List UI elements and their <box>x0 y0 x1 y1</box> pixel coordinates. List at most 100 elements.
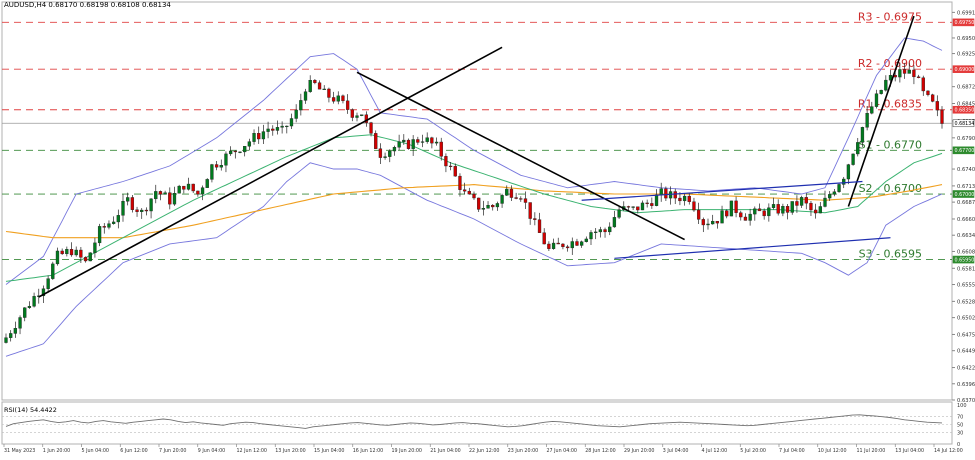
bullish-candle <box>65 249 69 255</box>
bullish-candle <box>570 241 574 249</box>
bullish-candle <box>495 203 500 208</box>
bearish-candle <box>467 190 471 195</box>
bearish-candle <box>102 226 106 228</box>
y-axis-tick-label: 0.6925 <box>957 52 975 58</box>
rsi-axis-tick-label: 100 <box>957 403 967 409</box>
bullish-candle <box>402 139 406 143</box>
bullish-candle <box>107 223 111 228</box>
bullish-candle <box>608 226 612 233</box>
x-axis-tick-label: 31 May 2023 <box>4 448 35 454</box>
bullish-candle <box>322 88 326 90</box>
bearish-candle <box>743 216 748 221</box>
trendline <box>38 46 503 298</box>
bullish-candle <box>280 125 284 128</box>
bearish-candle <box>575 241 579 246</box>
bearish-candle <box>317 82 322 90</box>
bullish-candle <box>4 337 8 343</box>
bollinger-upper-band <box>5 37 943 285</box>
level-label: R3 - 0.6975 <box>858 10 922 23</box>
bearish-candle <box>533 218 537 220</box>
bearish-candle <box>561 243 565 248</box>
bearish-candle <box>196 190 200 195</box>
bearish-candle <box>785 206 790 213</box>
price-panel-frame <box>1 1 953 401</box>
x-axis-tick-label: 13 Jul 04:00 <box>895 448 924 454</box>
bullish-candle <box>781 206 785 214</box>
bearish-candle <box>60 250 64 255</box>
x-axis-tick-label: 21 Jun 04:00 <box>430 448 460 454</box>
price-badge-box <box>952 119 975 128</box>
price-badge: 0.67000 <box>952 190 974 198</box>
bearish-candle <box>565 246 570 249</box>
level-label: S2 - 0.6700 <box>859 182 922 195</box>
y-axis-tick-label: 0.6660 <box>957 217 975 223</box>
bearish-candle <box>556 242 560 245</box>
bearish-candle <box>430 137 434 144</box>
bearish-candle <box>472 193 476 199</box>
bearish-candle <box>444 156 448 167</box>
bullish-candle <box>640 202 645 211</box>
x-axis-tick-label: 7 Jul 04:00 <box>779 448 805 454</box>
bullish-candle <box>388 150 392 157</box>
bullish-candle <box>46 278 50 289</box>
bearish-candle <box>804 197 808 204</box>
bullish-candle <box>140 209 144 212</box>
level-label: S3 - 0.6595 <box>859 248 922 261</box>
bearish-candle <box>762 210 766 217</box>
price-badge: 0.67700 <box>952 146 975 155</box>
bearish-candle <box>650 203 654 206</box>
bullish-candle <box>247 141 252 147</box>
bullish-candle <box>851 153 855 165</box>
bullish-candle <box>177 185 181 194</box>
bullish-candle <box>856 142 860 155</box>
y-axis-tick-label: 0.6845 <box>957 102 975 108</box>
bullish-candle <box>261 131 266 140</box>
bullish-candle <box>289 118 294 127</box>
bearish-candle <box>350 109 354 118</box>
bullish-candle <box>870 106 874 114</box>
bearish-candle <box>462 189 467 192</box>
bearish-candle <box>257 133 261 140</box>
bullish-candle <box>266 128 270 132</box>
bullish-candle <box>846 164 851 180</box>
bullish-candle <box>682 195 687 202</box>
bearish-candle <box>135 209 139 212</box>
bearish-candle <box>158 191 163 195</box>
bearish-candle <box>528 202 532 219</box>
y-axis-tick-label: 0.6502 <box>957 316 975 322</box>
bullish-candle <box>706 223 710 226</box>
x-axis-tick-label: 16 Jun 12:00 <box>353 448 383 454</box>
price-badge-label: 0.68350 <box>955 108 975 114</box>
bullish-candle <box>898 69 902 78</box>
bullish-candle <box>753 208 757 215</box>
bullish-candle <box>748 213 752 221</box>
price-badge-box <box>952 146 975 155</box>
bearish-candle <box>547 243 551 249</box>
bearish-candle <box>313 80 317 83</box>
bullish-candle <box>51 263 55 279</box>
y-axis-tick-label: 0.6396 <box>957 382 975 388</box>
bearish-candle <box>271 128 275 131</box>
bearish-candle <box>813 209 818 214</box>
bullish-candle <box>411 139 415 149</box>
chart-title: AUDUSD,H4 0.68170 0.68198 0.68108 0.6813… <box>4 1 171 9</box>
y-axis-tick-label: 0.6422 <box>957 366 975 372</box>
bearish-candle <box>327 88 331 98</box>
bullish-candle <box>219 165 223 168</box>
bullish-candle <box>126 197 130 202</box>
bullish-candle <box>486 205 490 209</box>
bearish-candle <box>636 206 640 211</box>
bullish-candle <box>594 231 598 233</box>
y-axis-tick-label: 0.6475 <box>957 332 975 338</box>
rsi-panel-frame <box>1 401 953 445</box>
bullish-candle <box>832 191 837 195</box>
bearish-candle <box>523 198 528 203</box>
price-badge: 0.69000 <box>952 65 974 73</box>
price-badge-label: 0.65950 <box>955 257 975 263</box>
bullish-candle <box>275 127 280 131</box>
price-badge: 0.68134 <box>952 119 975 128</box>
x-axis-tick-label: 14 Jul 12:00 <box>934 448 963 454</box>
bullish-candle <box>200 187 205 195</box>
bearish-candle <box>725 210 729 217</box>
